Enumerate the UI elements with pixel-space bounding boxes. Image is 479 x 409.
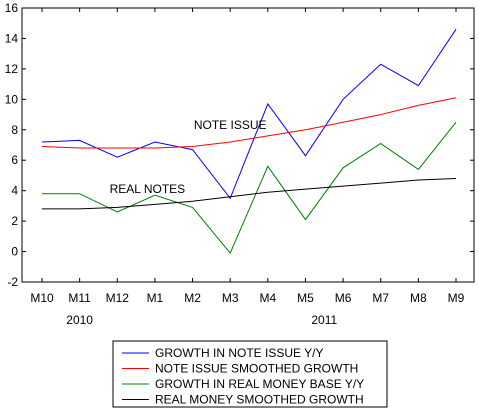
x-tick-label: M5 — [297, 291, 314, 305]
y-tick-label: 16 — [5, 1, 19, 15]
series-line-2 — [41, 97, 457, 149]
x-tick-label: M11 — [68, 291, 91, 305]
legend-entry-label: GROWTH IN REAL MONEY BASE Y/Y — [155, 377, 364, 391]
legend-entry-label: GROWTH IN NOTE ISSUE Y/Y — [155, 346, 323, 360]
x-year-label: 2010 — [66, 313, 93, 327]
y-tick-label: -2 — [7, 275, 18, 289]
y-tick-label: 12 — [5, 62, 19, 76]
x-tick-label: M12 — [106, 291, 130, 305]
x-tick-label: M9 — [448, 291, 465, 305]
legend-entry-label: REAL MONEY SMOOTHED GROWTH — [155, 393, 364, 407]
x-tick-label: M3 — [222, 291, 239, 305]
plot-area: -2 0 2 4 6 8 10 12 14 16 M10 M11 M12 M1 M2 M3 M4 M5 M6 M7 M8… — [5, 1, 475, 327]
plot-frame — [21, 7, 475, 283]
x-tick-label: M2 — [184, 291, 201, 305]
y-tick-label: 10 — [5, 92, 19, 106]
x-tick-label: M10 — [30, 291, 54, 305]
y-tick-label: 6 — [11, 153, 18, 167]
annotation-label: NOTE ISSUE — [194, 118, 267, 132]
y-tick-label: 8 — [11, 123, 18, 137]
x-tick-label: M6 — [335, 291, 352, 305]
legend-box — [112, 340, 388, 408]
x-tick-label: M1 — [147, 291, 164, 305]
y-tick-label: 2 — [11, 214, 18, 228]
x-tick-label: M7 — [372, 291, 389, 305]
series-line-1 — [41, 29, 457, 200]
y-tick-label: 0 — [11, 245, 18, 259]
series-line-4 — [42, 178, 457, 210]
legend-entry-label: NOTE ISSUE SMOOTHED GROWTH — [155, 362, 358, 376]
annotation-label: REAL NOTES — [110, 182, 186, 196]
y-tick-label: 4 — [11, 184, 18, 198]
legend: GROWTH IN NOTE ISSUE Y/Y NOTE ISSUE SMOOT… — [112, 340, 388, 408]
x-year-label: 2011 — [311, 313, 337, 327]
series-line-3 — [42, 121, 457, 255]
x-tick-label: M8 — [410, 291, 427, 305]
y-tick-label: 14 — [5, 31, 19, 45]
x-tick-label: M4 — [259, 291, 276, 305]
